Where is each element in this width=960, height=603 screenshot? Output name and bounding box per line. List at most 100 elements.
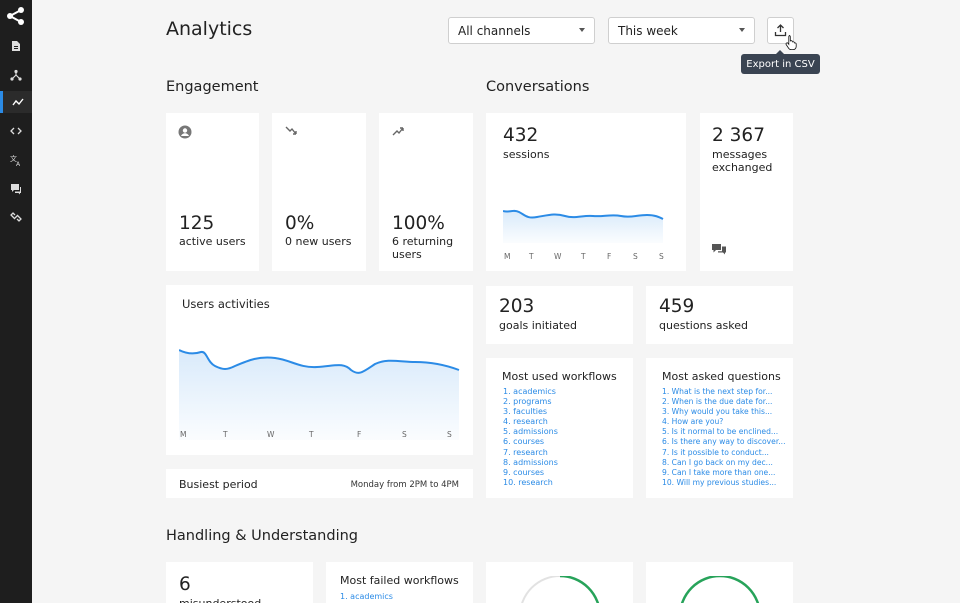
active-users-label: active users bbox=[179, 235, 246, 248]
list-item[interactable]: 8. admissions bbox=[503, 457, 558, 467]
active-users-value: 125 bbox=[179, 213, 215, 234]
document-icon bbox=[12, 41, 20, 51]
list-item[interactable]: 7. research bbox=[503, 447, 548, 457]
most-used-workflows-list: 1. academics 2. programs 3. faculties 4.… bbox=[503, 387, 558, 488]
returning-users-card: 100% 6 returning users bbox=[379, 113, 473, 271]
translate-icon: 文A bbox=[10, 154, 21, 166]
sidebar-item-code[interactable] bbox=[0, 120, 32, 142]
list-item[interactable]: 6. courses bbox=[503, 437, 545, 447]
workflow-icon bbox=[10, 69, 22, 81]
messages-card: 2 367 messages exchanged bbox=[700, 113, 793, 271]
goals-label: goals initiated bbox=[499, 319, 577, 332]
period-select-value: This week bbox=[618, 23, 678, 38]
day-label: M bbox=[180, 430, 187, 439]
channel-select[interactable]: All channels bbox=[448, 17, 595, 44]
list-item[interactable]: 9. Can I take more than one... bbox=[662, 467, 776, 477]
busiest-period-value: Monday from 2PM to 4PM bbox=[350, 480, 459, 490]
day-label: S bbox=[402, 430, 407, 439]
share-icon[interactable] bbox=[6, 6, 26, 26]
list-item[interactable]: 10. Will my previous studies... bbox=[662, 477, 777, 487]
most-used-workflows-card: Most used workflows 1. academics 2. prog… bbox=[486, 358, 633, 498]
users-activities-chart bbox=[179, 349, 460, 440]
export-tooltip: Export in CSV bbox=[741, 50, 820, 74]
list-item[interactable]: 7. Is it possible to conduct... bbox=[662, 447, 769, 457]
list-item[interactable]: 2. When is the due date for... bbox=[662, 397, 773, 407]
list-item[interactable]: 4. research bbox=[503, 417, 548, 427]
sidebar-item-documents[interactable] bbox=[0, 35, 32, 57]
messages-value: 2 367 bbox=[712, 125, 765, 146]
most-failed-workflows-card: Most failed workflows 1. academics bbox=[326, 562, 473, 603]
questions-value: 459 bbox=[659, 296, 695, 317]
code-icon bbox=[10, 127, 22, 135]
list-item[interactable]: 1. academics bbox=[340, 592, 393, 601]
list-item[interactable]: 9. courses bbox=[503, 467, 545, 477]
handling-gauge bbox=[521, 576, 600, 603]
day-label: S bbox=[659, 252, 664, 261]
returning-users-value: 100% bbox=[392, 213, 445, 234]
day-label: T bbox=[223, 430, 228, 439]
most-asked-questions-card: Most asked questions 1. What is the next… bbox=[646, 358, 793, 498]
questions-label: questions asked bbox=[659, 319, 748, 332]
day-label: M bbox=[504, 252, 511, 261]
most-used-workflows-title: Most used workflows bbox=[502, 370, 617, 383]
user-icon bbox=[178, 125, 192, 139]
returning-users-label: 6 returning users bbox=[392, 235, 454, 261]
misunderstood-card: 6 misunderstood bbox=[166, 562, 313, 603]
understanding-gauge bbox=[680, 576, 760, 603]
most-asked-questions-list: 1. What is the next step for... 2. When … bbox=[662, 387, 786, 488]
sidebar-item-analytics[interactable] bbox=[0, 91, 32, 113]
sessions-card: 432 sessions M T W T F S S bbox=[486, 113, 686, 271]
channel-select-value: All channels bbox=[458, 23, 531, 38]
day-label: F bbox=[357, 430, 362, 439]
list-item[interactable]: 5. admissions bbox=[503, 427, 558, 437]
list-item[interactable]: 3. Why would you take this... bbox=[662, 407, 773, 417]
chevron-down-icon bbox=[579, 28, 585, 32]
understanding-gauge-card bbox=[646, 562, 793, 603]
new-users-card: 0% 0 new users bbox=[272, 113, 366, 271]
day-label: T bbox=[529, 252, 534, 261]
most-failed-workflows-list: 1. academics bbox=[340, 592, 393, 602]
list-item[interactable]: 2. programs bbox=[503, 397, 552, 407]
handling-gauge-card bbox=[486, 562, 633, 603]
day-label: S bbox=[447, 430, 452, 439]
conversations-title: Conversations bbox=[486, 79, 590, 95]
sessions-chart bbox=[503, 209, 664, 243]
list-item[interactable]: 3. faculties bbox=[503, 407, 548, 417]
list-item[interactable]: 10. research bbox=[503, 477, 553, 487]
busiest-period-card: Busiest period Monday from 2PM to 4PM bbox=[166, 469, 473, 498]
svg-text:文: 文 bbox=[10, 154, 17, 163]
list-item[interactable]: 1. What is the next step for... bbox=[662, 387, 773, 396]
misunderstood-value: 6 bbox=[179, 574, 191, 595]
analytics-icon bbox=[11, 98, 24, 106]
new-users-value: 0% bbox=[285, 213, 315, 234]
day-label: W bbox=[267, 430, 275, 439]
goals-card: 203 goals initiated bbox=[486, 286, 633, 344]
list-item[interactable]: 1. academics bbox=[503, 387, 556, 396]
link-icon bbox=[10, 212, 22, 222]
messages-label: messages bbox=[712, 148, 768, 161]
misunderstood-label: misunderstood bbox=[179, 597, 261, 603]
page-title: Analytics bbox=[166, 18, 253, 40]
period-select[interactable]: This week bbox=[608, 17, 755, 44]
chat-icon bbox=[11, 184, 21, 195]
list-item[interactable]: 6. Is there any way to discover... bbox=[662, 437, 786, 447]
handling-title: Handling & Understanding bbox=[166, 528, 358, 544]
svg-text:A: A bbox=[16, 161, 21, 166]
users-activities-title: Users activities bbox=[182, 297, 270, 311]
day-label: T bbox=[309, 430, 314, 439]
sidebar-item-integrations[interactable] bbox=[0, 206, 32, 228]
day-label: F bbox=[607, 252, 612, 261]
sidebar-item-workflows[interactable] bbox=[0, 64, 32, 86]
sessions-label: sessions bbox=[503, 148, 550, 161]
users-activities-card: Users activities M T W T F S S bbox=[166, 285, 473, 455]
list-item[interactable]: 8. Can I go back on my dec... bbox=[662, 457, 773, 467]
trend-down-icon bbox=[285, 126, 297, 135]
list-item[interactable]: 5. Is it normal to be enclined... bbox=[662, 427, 779, 437]
sidebar-item-chat[interactable] bbox=[0, 178, 32, 200]
day-label: T bbox=[581, 252, 586, 261]
most-asked-questions-title: Most asked questions bbox=[662, 370, 781, 383]
day-label: S bbox=[633, 252, 638, 261]
list-item[interactable]: 4. How are you? bbox=[662, 417, 724, 427]
